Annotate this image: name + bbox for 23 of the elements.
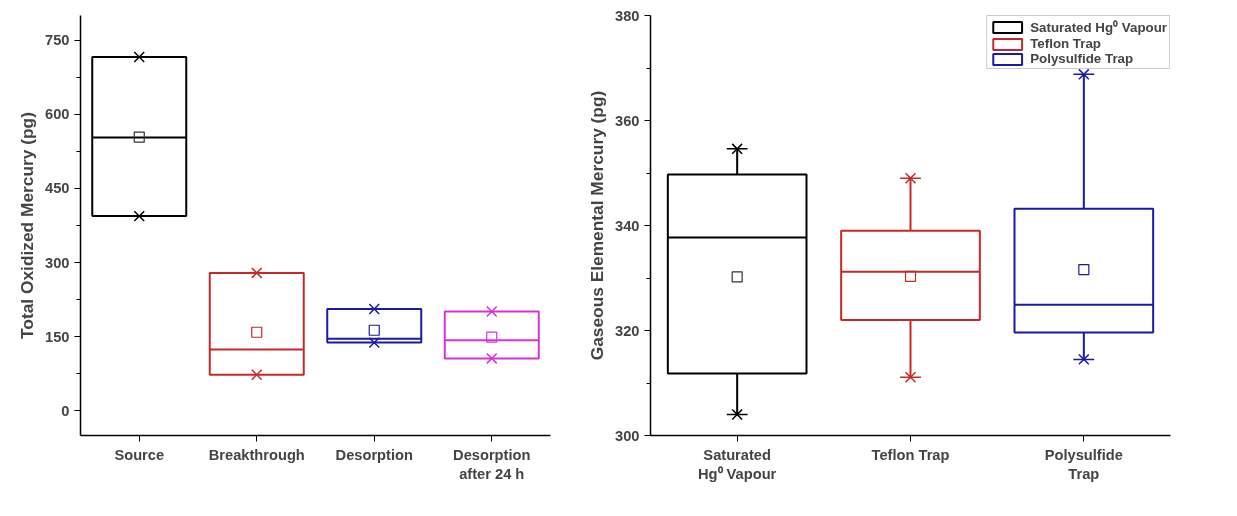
x-tick-label: Desorption after 24 h xyxy=(453,446,531,482)
y-axis-title: Total Oxidized Mercury (pg) xyxy=(17,112,38,339)
x-tick-label: Teflon Trap xyxy=(871,446,950,463)
y-tick-label: 380 xyxy=(615,7,640,24)
y-tick-label: 300 xyxy=(45,254,70,271)
y-tick-label: 750 xyxy=(45,32,70,49)
y-tick-label: 600 xyxy=(45,106,70,123)
x-tick-label: Breakthrough xyxy=(208,446,305,463)
legend-label: Polysulfide Trap xyxy=(1030,51,1134,66)
legend-label: Saturated Hg⁰ Vapour xyxy=(1030,19,1167,36)
y-axis-title: Gaseous Elemental Mercury (pg) xyxy=(587,90,608,361)
legend-label: Teflon Trap xyxy=(1030,36,1102,51)
x-tick-label: Saturated Hg⁰ Vapour xyxy=(698,446,777,482)
y-tick-label: 320 xyxy=(615,322,640,339)
x-tick-label: Desorption xyxy=(335,446,413,463)
x-tick-label: Polysulfide Trap xyxy=(1044,446,1123,482)
y-tick-label: 300 xyxy=(615,427,640,444)
y-tick-label: 150 xyxy=(45,328,70,345)
x-tick-label: Source xyxy=(114,446,165,463)
y-tick-label: 450 xyxy=(45,180,70,197)
y-tick-label: 340 xyxy=(615,217,640,234)
y-tick-label: 360 xyxy=(615,112,640,129)
y-tick-label: 0 xyxy=(61,402,70,419)
